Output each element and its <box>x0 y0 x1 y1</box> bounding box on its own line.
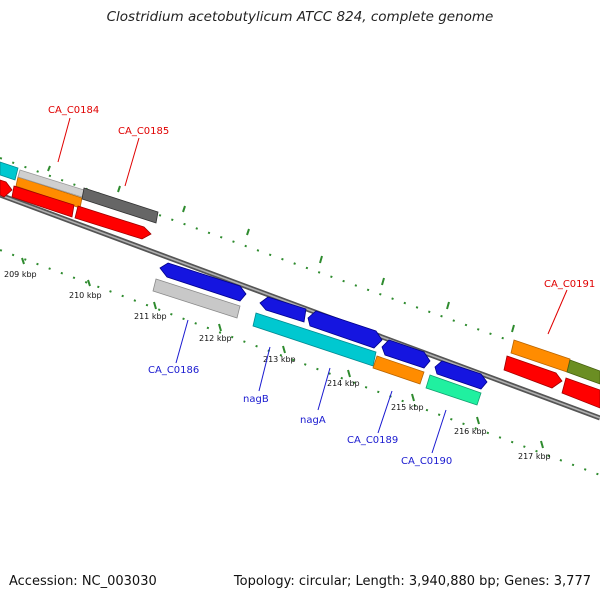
leader-ca-c0185 <box>124 137 140 187</box>
feature-blue-5[interactable] <box>434 360 488 390</box>
outer-major-tick <box>319 255 323 264</box>
gene-label-ca-c0186[interactable]: CA_C0186 <box>148 365 199 376</box>
feature-ca-c0190[interactable] <box>425 374 482 406</box>
scale-label: 212 kbp <box>199 334 232 343</box>
label-leaders <box>57 117 568 454</box>
inner-major-tick <box>347 369 351 378</box>
accession-text: Accession: NC_003030 <box>9 574 157 589</box>
scale-label: 215 kbp <box>391 403 424 412</box>
feature-ca-c0185-gray[interactable] <box>81 187 159 224</box>
gene-label-naga[interactable]: nagA <box>300 415 326 426</box>
forward-features-right <box>503 339 600 409</box>
outer-major-tick <box>182 205 186 213</box>
feature-blue-3[interactable] <box>307 310 383 349</box>
gene-label-nagb[interactable]: nagB <box>243 394 269 405</box>
scale-label: 211 kbp <box>134 312 167 321</box>
leader-ca-c0190 <box>431 409 447 454</box>
gene-label-ca-c0189[interactable]: CA_C0189 <box>347 435 398 446</box>
feature-red-left-c[interactable] <box>74 205 152 240</box>
outer-tick-track <box>0 157 600 374</box>
inner-major-tick <box>218 323 222 332</box>
reverse-features <box>152 262 488 406</box>
leader-naga <box>317 367 331 411</box>
feature-nagb[interactable] <box>252 312 377 367</box>
gene-label-ca-c0184[interactable]: CA_C0184 <box>48 105 99 116</box>
outer-major-tick <box>117 185 121 193</box>
feature-blue-1[interactable] <box>159 262 247 302</box>
gene-label-ca-c0191[interactable]: CA_C0191 <box>544 279 595 290</box>
inner-major-tick <box>153 301 157 310</box>
inner-major-tick <box>87 279 91 287</box>
feature-ca-c0186[interactable] <box>152 278 241 319</box>
scale-label: 217 kbp <box>518 452 551 461</box>
inner-major-tick <box>540 440 544 449</box>
scale-label: 216 kbp <box>454 427 487 436</box>
topology-text: Topology: circular; Length: 3,940,880 bp… <box>233 574 591 589</box>
gene-label-ca-c0190[interactable]: CA_C0190 <box>401 456 452 467</box>
outer-major-tick <box>246 228 250 236</box>
feature-blue-2[interactable] <box>259 296 307 323</box>
leader-ca-c0184 <box>57 117 71 163</box>
outer-major-tick <box>446 301 450 310</box>
feature-red-right-b[interactable] <box>561 377 600 409</box>
feature-olive[interactable] <box>566 359 600 385</box>
feature-red-left-a[interactable] <box>0 179 13 198</box>
feature-ca-c0189[interactable] <box>372 355 425 385</box>
inner-major-tick <box>21 257 25 265</box>
outer-major-tick <box>511 324 515 333</box>
scale-label: 214 kbp <box>327 379 360 388</box>
feature-red-left-b[interactable] <box>11 185 75 218</box>
inner-major-tick <box>411 393 415 402</box>
genome-backbone <box>0 192 600 421</box>
gene-label-ca-c0185[interactable]: CA_C0185 <box>118 126 169 137</box>
map-title: Clostridium acetobutylicum ATCC 824, com… <box>106 9 494 25</box>
forward-features-left <box>0 161 159 240</box>
leader-ca-c0189 <box>377 390 393 434</box>
scale-labels: 209 kbp 210 kbp 211 kbp 212 kbp 213 kbp … <box>4 270 551 461</box>
scale-label: 209 kbp <box>4 270 37 279</box>
inner-major-tick <box>282 345 286 354</box>
outer-major-tick <box>381 277 385 286</box>
scale-label: 210 kbp <box>69 291 102 300</box>
inner-tick-track <box>0 249 600 476</box>
feature-red-right-a[interactable] <box>503 355 563 389</box>
leader-nagb <box>258 346 271 392</box>
scale-label: 213 kbp <box>263 355 296 364</box>
outer-major-tick <box>47 165 51 172</box>
inner-major-tick <box>476 416 480 425</box>
feature-blue-4[interactable] <box>381 339 431 369</box>
gene-labels: CA_C0184 CA_C0185 CA_C0191 CA_C0186 nagB… <box>48 105 595 467</box>
leader-ca-c0191 <box>547 289 568 335</box>
feature-ca-c0184-top[interactable] <box>0 161 19 181</box>
leader-ca-c0186 <box>175 319 189 364</box>
